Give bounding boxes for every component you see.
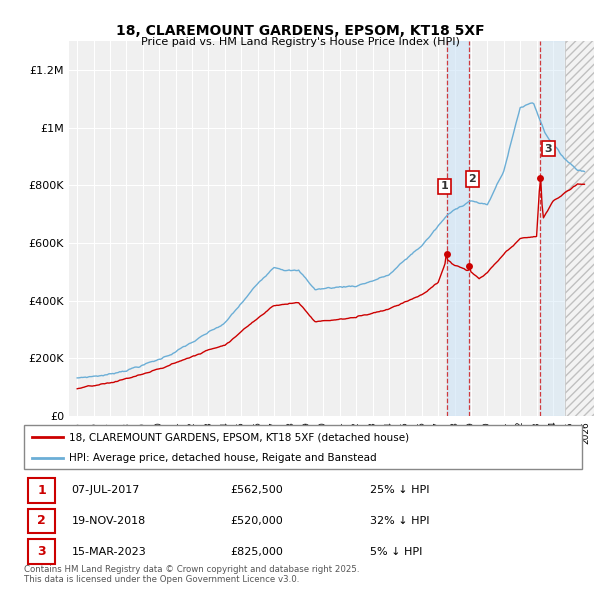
Text: 2: 2 [37, 514, 46, 527]
Text: £520,000: £520,000 [230, 516, 283, 526]
Bar [565, 41, 600, 416]
FancyBboxPatch shape [24, 425, 582, 469]
FancyBboxPatch shape [28, 509, 55, 533]
Text: 3: 3 [38, 545, 46, 558]
Bar [540, 41, 565, 416]
Text: 5% ↓ HPI: 5% ↓ HPI [370, 547, 422, 556]
Text: 18, CLAREMOUNT GARDENS, EPSOM, KT18 5XF (detached house): 18, CLAREMOUNT GARDENS, EPSOM, KT18 5XF … [68, 432, 409, 442]
Text: Price paid vs. HM Land Registry's House Price Index (HPI): Price paid vs. HM Land Registry's House … [140, 37, 460, 47]
Text: 3: 3 [544, 144, 552, 154]
Text: 1: 1 [440, 181, 448, 191]
Text: 32% ↓ HPI: 32% ↓ HPI [370, 516, 430, 526]
Text: 07-JUL-2017: 07-JUL-2017 [71, 486, 140, 495]
Text: £825,000: £825,000 [230, 547, 283, 556]
Text: 18, CLAREMOUNT GARDENS, EPSOM, KT18 5XF: 18, CLAREMOUNT GARDENS, EPSOM, KT18 5XF [116, 24, 484, 38]
Text: 1: 1 [37, 484, 46, 497]
FancyBboxPatch shape [28, 539, 55, 564]
Text: 2: 2 [469, 174, 476, 184]
Bar [446, 41, 469, 416]
Text: 25% ↓ HPI: 25% ↓ HPI [370, 486, 430, 495]
Text: £562,500: £562,500 [230, 486, 283, 495]
Text: Contains HM Land Registry data © Crown copyright and database right 2025.
This d: Contains HM Land Registry data © Crown c… [24, 565, 359, 584]
Text: 15-MAR-2023: 15-MAR-2023 [71, 547, 146, 556]
Text: HPI: Average price, detached house, Reigate and Banstead: HPI: Average price, detached house, Reig… [68, 453, 376, 463]
FancyBboxPatch shape [28, 478, 55, 503]
Text: 19-NOV-2018: 19-NOV-2018 [71, 516, 146, 526]
